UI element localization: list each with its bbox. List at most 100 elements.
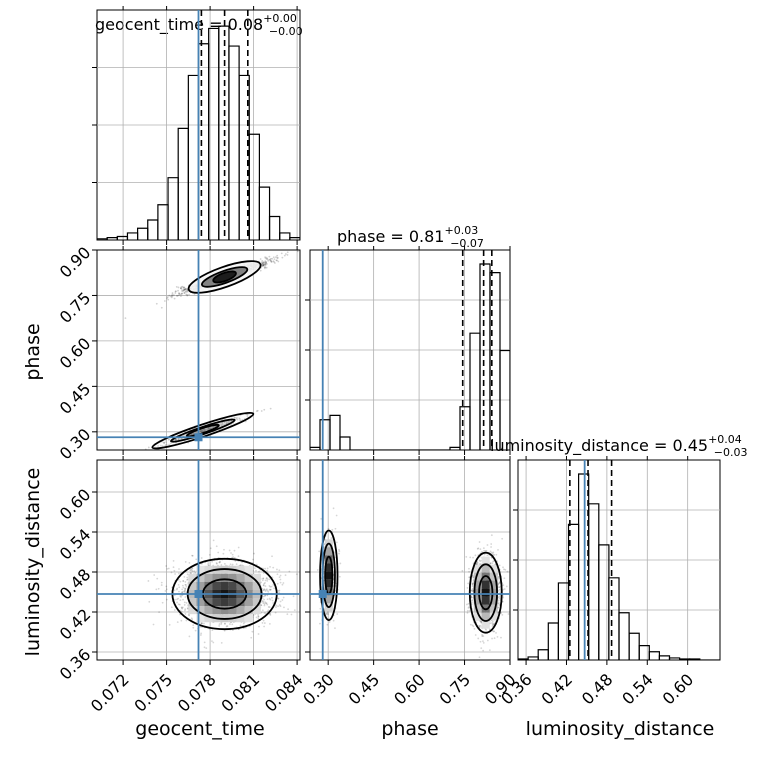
sample-point bbox=[177, 294, 180, 297]
sample-point bbox=[168, 294, 171, 297]
sample-point bbox=[195, 558, 198, 561]
sample-point bbox=[234, 560, 237, 562]
sample-point bbox=[186, 578, 189, 581]
sample-point bbox=[261, 597, 264, 600]
sample-point bbox=[491, 562, 494, 565]
sample-point bbox=[180, 610, 183, 613]
sample-point bbox=[147, 446, 150, 449]
sample-point bbox=[471, 582, 474, 585]
sample-point bbox=[498, 564, 501, 567]
sample-point bbox=[242, 622, 245, 625]
sample-point bbox=[281, 599, 284, 601]
sample-point bbox=[180, 286, 182, 289]
sample-point bbox=[474, 554, 477, 557]
sample-point bbox=[278, 576, 281, 578]
density-cell bbox=[244, 573, 253, 582]
sample-point bbox=[185, 602, 188, 604]
sample-point bbox=[184, 290, 187, 293]
sample-point bbox=[223, 548, 225, 551]
sample-point bbox=[334, 627, 336, 630]
histogram-bin bbox=[598, 544, 610, 660]
density-cell bbox=[252, 581, 261, 590]
sample-point bbox=[492, 624, 495, 627]
histogram-bin bbox=[469, 332, 481, 450]
histogram-bin bbox=[329, 414, 341, 450]
sample-point bbox=[284, 253, 287, 255]
density-cell bbox=[489, 604, 498, 613]
sample-point bbox=[190, 569, 193, 572]
sample-point bbox=[252, 558, 254, 561]
density-cell bbox=[196, 598, 205, 607]
sample-point bbox=[182, 586, 185, 589]
sample-point bbox=[199, 429, 202, 432]
sample-point bbox=[482, 547, 485, 550]
sample-point bbox=[334, 556, 337, 559]
sample-point bbox=[267, 609, 270, 612]
sample-point bbox=[266, 258, 269, 260]
sample-point bbox=[184, 288, 187, 290]
sample-point bbox=[470, 600, 473, 602]
sample-point bbox=[209, 547, 212, 550]
sample-point bbox=[479, 620, 482, 623]
sample-point bbox=[163, 441, 166, 444]
sample-point bbox=[263, 588, 266, 591]
sample-point bbox=[255, 569, 257, 572]
sample-point bbox=[184, 596, 187, 598]
contour-level bbox=[473, 563, 498, 622]
density-cell bbox=[481, 580, 490, 589]
histogram-bin bbox=[459, 406, 471, 450]
sample-point bbox=[264, 264, 267, 267]
sample-point bbox=[191, 554, 194, 557]
sample-point bbox=[469, 556, 472, 559]
sample-point bbox=[327, 527, 330, 530]
sample-point bbox=[268, 578, 271, 581]
sample-point bbox=[471, 599, 474, 601]
sample-point bbox=[185, 585, 188, 588]
sample-point bbox=[203, 428, 206, 431]
sample-point bbox=[338, 548, 340, 551]
histogram-bin bbox=[578, 473, 590, 660]
contour-level bbox=[468, 551, 503, 634]
sample-point bbox=[180, 292, 183, 295]
sample-point bbox=[260, 604, 263, 607]
sample-point bbox=[182, 287, 185, 289]
density-cell bbox=[489, 588, 498, 597]
sample-point bbox=[142, 451, 144, 453]
sample-point bbox=[263, 262, 266, 265]
sample-point bbox=[193, 570, 196, 573]
density-cell bbox=[212, 573, 221, 582]
sample-point bbox=[269, 585, 272, 588]
histogram-bin bbox=[137, 227, 149, 240]
sample-point bbox=[262, 261, 264, 264]
sample-point bbox=[188, 561, 191, 564]
sample-point bbox=[470, 601, 473, 604]
sample-point bbox=[262, 263, 265, 266]
sample-point bbox=[493, 553, 496, 556]
sample-point bbox=[262, 264, 265, 267]
sample-point bbox=[179, 580, 182, 583]
sample-point bbox=[191, 618, 194, 621]
sample-point bbox=[155, 302, 158, 305]
density-cell bbox=[489, 580, 498, 589]
sample-point bbox=[173, 569, 176, 572]
density-cell bbox=[489, 612, 498, 621]
sample-point bbox=[165, 565, 168, 567]
sample-point bbox=[155, 588, 158, 591]
sample-point bbox=[180, 607, 183, 609]
sample-point bbox=[184, 581, 187, 583]
sample-point bbox=[181, 606, 184, 609]
sample-point bbox=[182, 598, 184, 601]
sample-point bbox=[180, 287, 182, 290]
sample-point bbox=[200, 622, 203, 625]
sample-point bbox=[264, 263, 267, 266]
sample-point bbox=[479, 563, 482, 565]
sample-point bbox=[190, 617, 193, 620]
sample-point bbox=[186, 573, 189, 576]
sample-point bbox=[180, 293, 183, 296]
sample-point bbox=[178, 586, 181, 589]
sample-point bbox=[292, 595, 295, 598]
sample-point bbox=[191, 570, 194, 573]
sample-point bbox=[180, 619, 183, 622]
sample-point bbox=[287, 608, 290, 611]
sample-point bbox=[263, 625, 265, 628]
